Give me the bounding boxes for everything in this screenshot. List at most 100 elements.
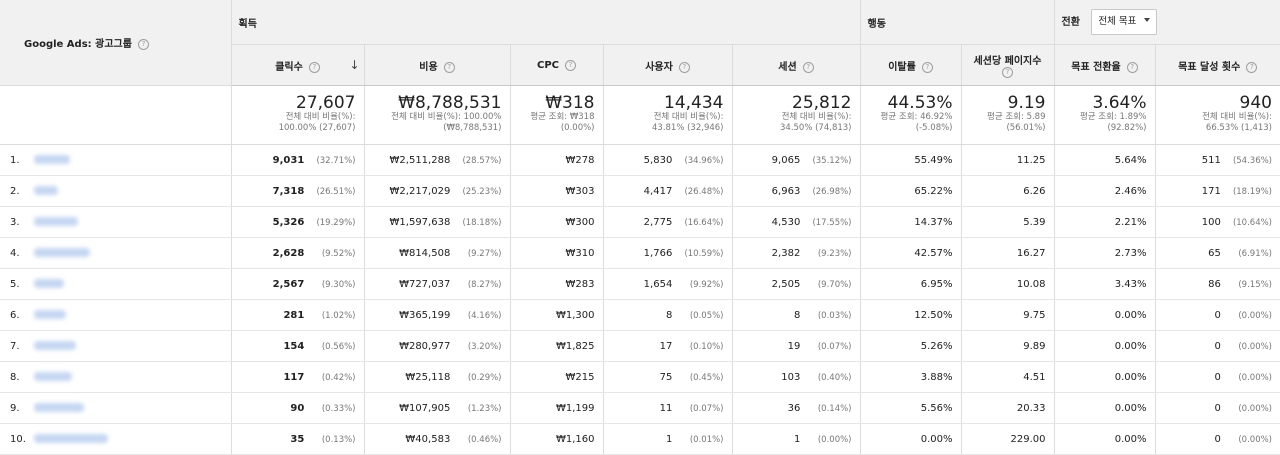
cell-users: 1 (0.01%) xyxy=(602,423,732,455)
table-row[interactable]: 8. 117 (0.42%) ₩25,118 (0.29%) ₩215 75 (0.45… xyxy=(0,361,1280,393)
cell-conv-rate: 2.21% xyxy=(1053,206,1155,238)
col-header-clicks[interactable]: 클릭수? ↓ xyxy=(230,44,364,86)
cell-cost: ₩280,977 (3.20%) xyxy=(363,330,510,362)
help-icon[interactable]: ? xyxy=(1126,61,1138,73)
cell-pps: 9.75 xyxy=(960,299,1054,331)
table-row[interactable]: 5. 2,567 (9.30%) ₩727,037 (8.27%) ₩283 1,654… xyxy=(0,268,1280,300)
cell-bounce: 42.57% xyxy=(859,237,961,269)
help-icon[interactable]: ? xyxy=(443,61,455,73)
help-icon[interactable]: ? xyxy=(308,61,320,73)
cell-pps: 10.08 xyxy=(960,268,1054,300)
help-icon[interactable]: ? xyxy=(1246,61,1258,73)
help-icon[interactable]: ? xyxy=(678,61,690,73)
totals-row: 27,607 전체 대비 비율(%): 100.00% (27,607) ₩8,78… xyxy=(0,85,1280,145)
cell-users: 17 (0.10%) xyxy=(602,330,732,362)
table-row[interactable]: 10. 35 (0.13%) ₩40,583 (0.46%) ₩1,160 1 (0.0… xyxy=(0,423,1280,455)
col-header-goal-completions[interactable]: 목표 달성 횟수? xyxy=(1154,44,1280,86)
help-icon[interactable]: ? xyxy=(802,61,814,73)
row-number: 4. xyxy=(10,247,20,259)
cell-pps: 11.25 xyxy=(960,144,1054,176)
total-sessions: 25,812 전체 대비 비율(%): 34.50% (74,813) xyxy=(731,85,860,145)
cell-conv-rate: 0.00% xyxy=(1053,330,1155,362)
help-icon[interactable]: ? xyxy=(565,59,576,71)
cell-cpc: ₩310 xyxy=(509,237,603,269)
cell-pps: 4.51 xyxy=(960,361,1054,393)
row-number: 7. xyxy=(10,340,20,352)
ad-group-link[interactable] xyxy=(34,155,70,164)
table-row[interactable]: 6. 281 (1.02%) ₩365,199 (4.16%) ₩1,300 8 (0.… xyxy=(0,299,1280,331)
cell-cpc: ₩1,160 xyxy=(509,423,603,455)
col-header-sessions[interactable]: 세션? xyxy=(731,44,860,86)
table-row[interactable]: 1. 9,031 (32.71%) ₩2,511,288 (28.57%) ₩278 5… xyxy=(0,144,1280,176)
cell-conv-rate: 2.73% xyxy=(1053,237,1155,269)
cell-pps: 5.39 xyxy=(960,206,1054,238)
cell-sessions: 2,382 (9.23%) xyxy=(731,237,860,269)
table-row[interactable]: 3. 5,326 (19.29%) ₩1,597,638 (18.18%) ₩300 2… xyxy=(0,206,1280,238)
row-number: 5. xyxy=(10,278,20,290)
cell-bounce: 5.26% xyxy=(859,330,961,362)
row-dimension-cell[interactable]: 3. xyxy=(0,206,231,238)
ad-group-link[interactable] xyxy=(34,310,66,319)
goal-select[interactable]: 전체 목표 xyxy=(1091,9,1158,35)
help-icon[interactable]: ? xyxy=(1002,67,1013,78)
cell-clicks: 117 (0.42%) xyxy=(230,361,364,393)
cell-sessions: 6,963 (26.98%) xyxy=(731,175,860,207)
row-number: 10. xyxy=(10,433,26,445)
table-row[interactable]: 4. 2,628 (9.52%) ₩814,508 (9.27%) ₩310 1,766… xyxy=(0,237,1280,269)
cell-sessions: 36 (0.14%) xyxy=(731,392,860,424)
total-pps: 9.19 평균 조회: 5.89 (56.01%) xyxy=(960,85,1054,145)
ad-group-link[interactable] xyxy=(34,248,90,257)
cell-pps: 9.89 xyxy=(960,330,1054,362)
cell-users: 75 (0.45%) xyxy=(602,361,732,393)
help-icon[interactable]: ? xyxy=(137,39,149,50)
table-row[interactable]: 2. 7,318 (26.51%) ₩2,217,029 (25.23%) ₩303 4… xyxy=(0,175,1280,207)
col-header-conv-rate[interactable]: 목표 전환율? xyxy=(1053,44,1155,86)
dimension-header[interactable]: Google Ads: 광고그룹? xyxy=(0,0,231,86)
ad-group-link[interactable] xyxy=(34,217,78,226)
ad-group-link[interactable] xyxy=(34,279,64,288)
cell-clicks: 2,628 (9.52%) xyxy=(230,237,364,269)
table-row[interactable]: 9. 90 (0.33%) ₩107,905 (1.23%) ₩1,199 11 (0.… xyxy=(0,392,1280,424)
col-header-pps[interactable]: 세션당 페이지수? xyxy=(960,44,1054,86)
cell-clicks: 7,318 (26.51%) xyxy=(230,175,364,207)
help-icon[interactable]: ? xyxy=(921,61,933,73)
cell-conv-rate: 0.00% xyxy=(1053,423,1155,455)
cell-users: 11 (0.07%) xyxy=(602,392,732,424)
row-dimension-cell[interactable]: 7. xyxy=(0,330,231,362)
cell-goal-completions: 0 (0.00%) xyxy=(1154,361,1280,393)
cell-goal-completions: 0 (0.00%) xyxy=(1154,299,1280,331)
cell-bounce: 0.00% xyxy=(859,423,961,455)
row-dimension-cell[interactable]: 8. xyxy=(0,361,231,393)
row-dimension-cell[interactable]: 5. xyxy=(0,268,231,300)
total-bounce: 44.53% 평균 조회: 46.92% (-5.08%) xyxy=(859,85,961,145)
cell-users: 5,830 (34.96%) xyxy=(602,144,732,176)
cell-bounce: 14.37% xyxy=(859,206,961,238)
row-dimension-cell[interactable]: 10. xyxy=(0,423,231,455)
col-header-bounce[interactable]: 이탈률? xyxy=(859,44,961,86)
row-dimension-cell[interactable]: 6. xyxy=(0,299,231,331)
ad-group-link[interactable] xyxy=(34,341,76,350)
cell-bounce: 12.50% xyxy=(859,299,961,331)
cell-users: 4,417 (26.48%) xyxy=(602,175,732,207)
cell-sessions: 9,065 (35.12%) xyxy=(731,144,860,176)
cell-cost: ₩25,118 (0.29%) xyxy=(363,361,510,393)
cell-cost: ₩2,217,029 (25.23%) xyxy=(363,175,510,207)
cell-clicks: 281 (1.02%) xyxy=(230,299,364,331)
row-dimension-cell[interactable]: 2. xyxy=(0,175,231,207)
row-dimension-cell[interactable]: 1. xyxy=(0,144,231,176)
sort-down-icon[interactable]: ↓ xyxy=(349,58,360,72)
col-header-cost[interactable]: 비용? xyxy=(363,44,510,86)
row-number: 1. xyxy=(10,154,20,166)
ad-group-link[interactable] xyxy=(34,372,72,381)
col-header-cpc[interactable]: CPC? xyxy=(509,44,603,86)
row-number: 6. xyxy=(10,309,20,321)
ad-group-link[interactable] xyxy=(34,403,84,412)
col-header-users[interactable]: 사용자? xyxy=(602,44,732,86)
row-dimension-cell[interactable]: 4. xyxy=(0,237,231,269)
ad-group-link[interactable] xyxy=(34,434,108,443)
ad-group-link[interactable] xyxy=(34,186,58,195)
row-dimension-cell[interactable]: 9. xyxy=(0,392,231,424)
row-number: 8. xyxy=(10,371,20,383)
table-row[interactable]: 7. 154 (0.56%) ₩280,977 (3.20%) ₩1,825 17 (0… xyxy=(0,330,1280,362)
